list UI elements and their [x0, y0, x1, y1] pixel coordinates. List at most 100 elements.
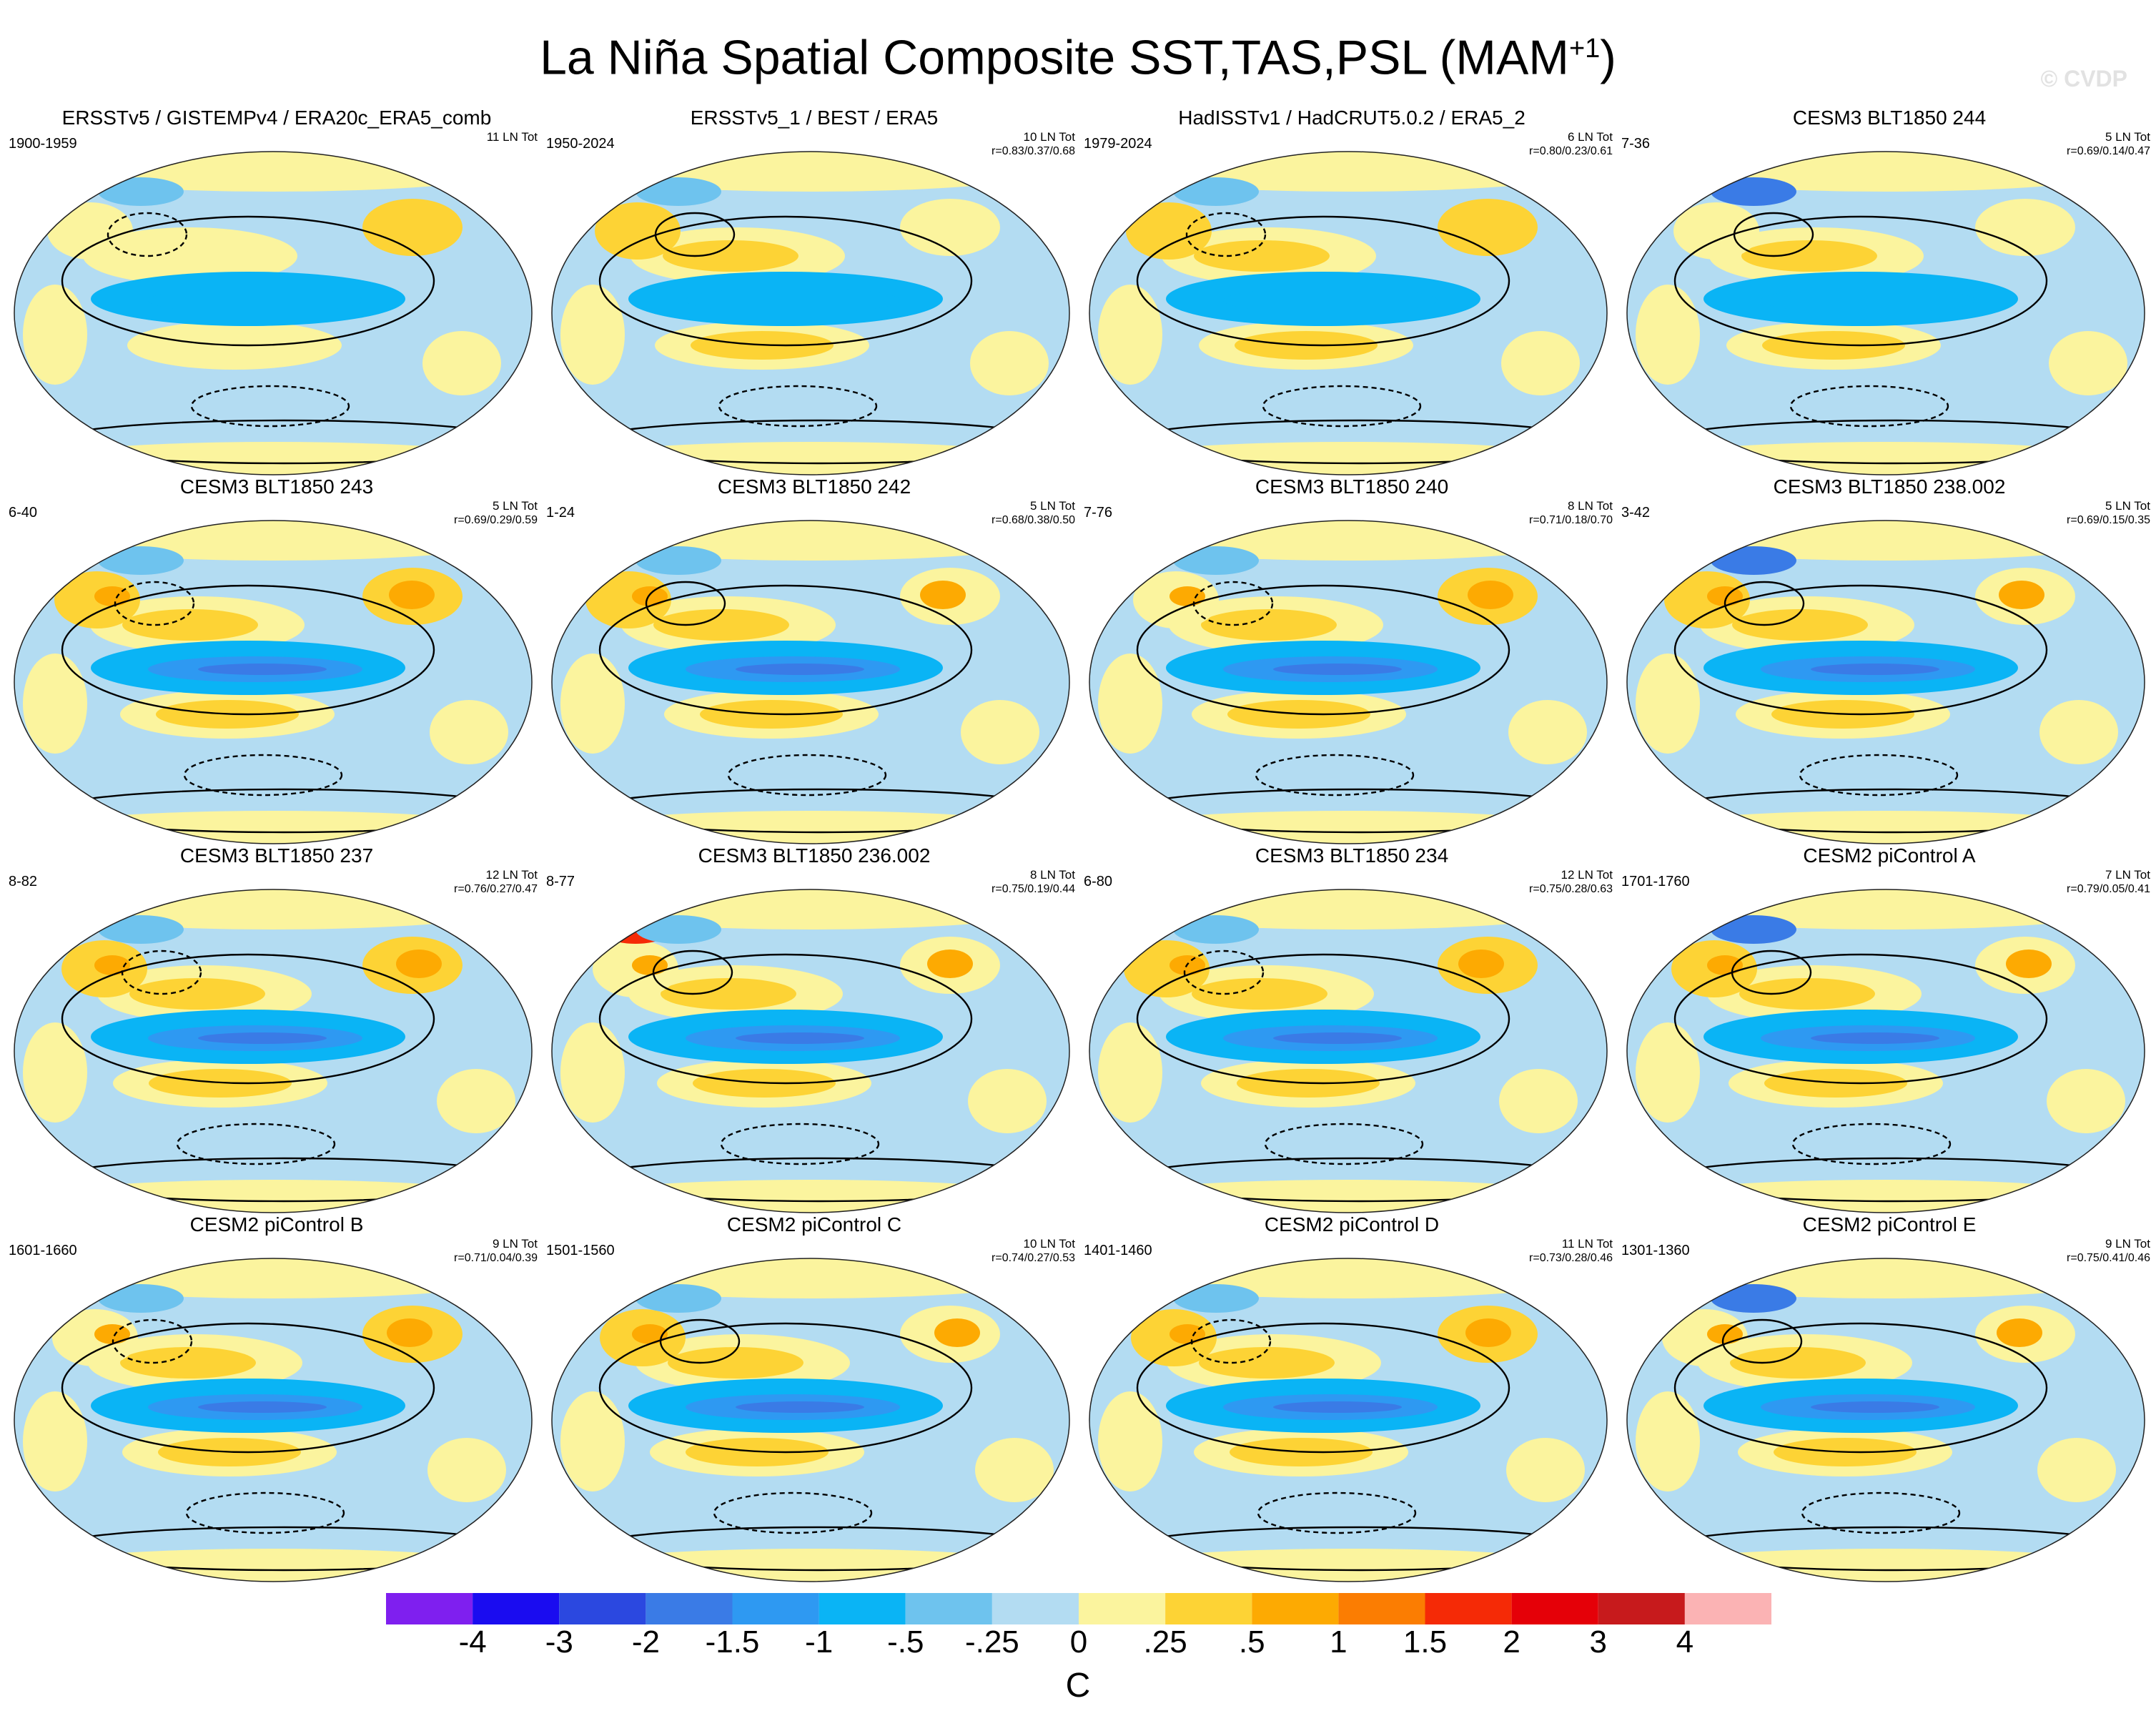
asia-warm-patch: [52, 1309, 138, 1366]
antarctic-band: [14, 811, 532, 844]
colorbar-tick-label: -.25: [964, 1624, 1019, 1660]
indian-ocean-warm: [1636, 654, 1700, 754]
panel-years: 7-76: [1084, 505, 1113, 521]
america-warm-core: [934, 1318, 980, 1347]
arctic-band: [1089, 521, 1607, 561]
indian-ocean-warm: [1636, 285, 1700, 385]
panel-years: 1301-1360: [1621, 1243, 1690, 1258]
panel-count: 5 LN Tot: [492, 499, 538, 513]
south-atlantic-warm: [1506, 1438, 1585, 1502]
psl-contour-south-pacific: [718, 385, 878, 428]
panel-title: CESM3 BLT1850 240: [1255, 475, 1449, 498]
psl-contour-tropical: [1136, 953, 1510, 1085]
title-main: La Niña Spatial Composite SST,TAS,PSL (M…: [540, 30, 1569, 85]
panel-count: 11 LN Tot: [486, 130, 538, 144]
colorbar-segment: [1252, 1593, 1339, 1624]
panel: CESM3 BLT1850 244 7-36 5 LN Tot r=0.69/0.14…: [1621, 106, 2156, 485]
composite-map: [1089, 1258, 1608, 1582]
north-pacific-warm-core: [115, 240, 251, 272]
america-warm-core: [389, 581, 435, 609]
north-pacific-warm-core: [1201, 609, 1337, 641]
map-outline: [14, 151, 533, 475]
equatorial-cold-max: [1811, 1401, 1939, 1413]
panel-years: 1950-2024: [546, 136, 615, 152]
north-pacific-warm-core: [122, 609, 258, 641]
colorbar-segment: [1165, 1593, 1252, 1624]
panel: CESM3 BLT1850 236.002 8-77 8 LN Tot r=0.75/…: [546, 844, 1082, 1223]
psl-contour-north-pacific: [654, 212, 736, 257]
panel-title: CESM2 piControl A: [1803, 844, 1976, 867]
psl-contour-north-pacific: [107, 212, 188, 257]
composite-map: [1626, 520, 2145, 844]
equatorial-cold-max: [198, 1401, 327, 1413]
arctic-band: [1627, 521, 2145, 561]
antarctic-band: [1627, 442, 2145, 475]
indian-ocean-warm: [560, 1022, 625, 1123]
high-latitude-cold: [1173, 177, 1259, 206]
psl-contour-south-pacific: [1255, 754, 1415, 797]
high-latitude-cold: [98, 915, 184, 944]
equatorial-cold-max: [1811, 664, 1939, 675]
panel-stats: r=0.83/0.37/0.68: [992, 145, 1075, 157]
panel-years: 6-40: [9, 505, 38, 521]
equatorial-cold-core: [686, 287, 900, 313]
psl-contour-north-pacific: [1185, 212, 1267, 257]
south-atlantic-warm: [2047, 1069, 2125, 1133]
composite-map: [14, 151, 533, 475]
colorbar: [386, 1593, 1771, 1624]
antarctic-band: [552, 811, 1069, 844]
psl-contour-tropical: [61, 584, 435, 716]
south-atlantic-warm: [1499, 1069, 1578, 1133]
colorbar-tick-label: .25: [1143, 1624, 1187, 1660]
indian-ocean-warm: [1098, 654, 1162, 754]
high-latitude-cold: [1711, 177, 1796, 206]
south-atlantic-warm: [1508, 700, 1587, 764]
panel: CESM2 piControl E 1301-1360 9 LN Tot r=0.75…: [1621, 1213, 2156, 1592]
equatorial-cold-max: [198, 1032, 327, 1044]
south-atlantic-warm: [2037, 1438, 2116, 1502]
indian-ocean-warm: [23, 285, 87, 385]
colorbar-tick-label: .5: [1238, 1624, 1265, 1660]
south-atlantic-warm: [1501, 331, 1580, 395]
panel-stats: r=0.79/0.05/0.41: [2067, 883, 2150, 895]
asia-warm-patch: [1124, 940, 1210, 997]
antarctic-band: [14, 442, 532, 475]
psl-contour-north-pacific: [112, 1318, 193, 1364]
panel: CESM3 BLT1850 243 6-40 5 LN Tot r=0.69/0.29…: [9, 475, 545, 854]
composite-map: [14, 520, 533, 844]
panel-years: 1-24: [546, 505, 575, 521]
colorbar-segment: [1338, 1593, 1425, 1624]
psl-contour-south-pacific: [1799, 754, 1959, 797]
high-latitude-cold: [636, 915, 721, 944]
indian-ocean-warm: [1098, 285, 1162, 385]
psl-contour-tropical: [61, 1322, 435, 1454]
title-suffix: ): [1600, 30, 1616, 85]
composite-map: [1089, 520, 1608, 844]
panel-count: 5 LN Tot: [2105, 499, 2150, 513]
arctic-band: [14, 152, 532, 192]
composite-map: [14, 889, 533, 1213]
panel-years: 1701-1760: [1621, 874, 1690, 889]
colorbar-segment: [1079, 1593, 1166, 1624]
title-superscript: +1: [1568, 34, 1601, 64]
asia-warm-core: [1170, 586, 1205, 606]
map-outline: [551, 151, 1070, 475]
psl-contour-south-pacific: [720, 1123, 880, 1165]
indian-ocean-warm: [560, 654, 625, 754]
asia-warm-core: [1707, 586, 1743, 606]
panel-years: 1979-2024: [1084, 136, 1152, 152]
arctic-band: [552, 889, 1069, 929]
arctic-band: [1089, 889, 1607, 929]
colorbar-tick-label: 1: [1330, 1624, 1348, 1660]
antarctic-band: [552, 1549, 1069, 1582]
panel: CESM3 BLT1850 238.002 3-42 5 LN Tot r=0.69/…: [1621, 475, 2156, 854]
panel-title: CESM3 BLT1850 234: [1255, 844, 1449, 867]
panel-years: 1900-1959: [9, 136, 77, 152]
panel-years: 1601-1660: [9, 1243, 77, 1258]
composite-map: [1626, 151, 2145, 475]
north-pacific-warm-core: [661, 978, 796, 1010]
composite-map: [1089, 889, 1608, 1213]
colorbar-segment: [992, 1593, 1079, 1624]
colorbar-segment: [732, 1593, 819, 1624]
panel-title: CESM3 BLT1850 236.002: [698, 844, 931, 867]
